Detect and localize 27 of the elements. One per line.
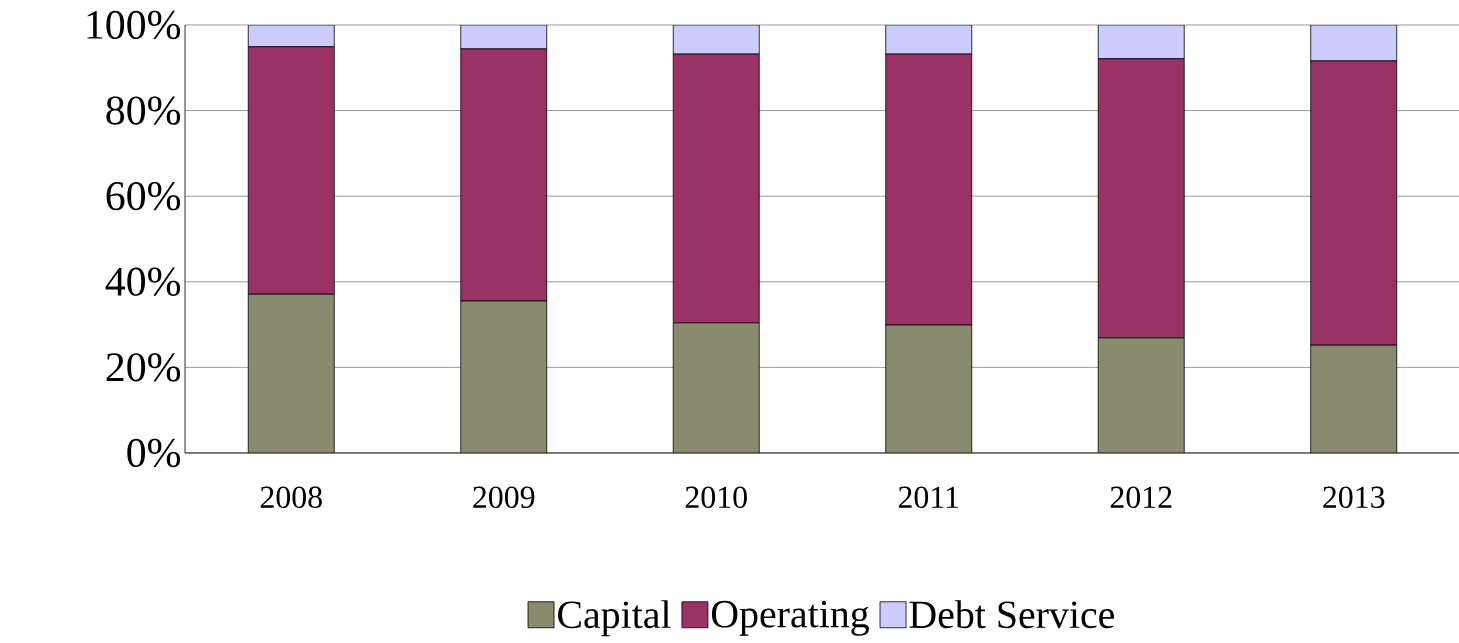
bar [460, 301, 547, 453]
legend-label: Debt Service [909, 600, 1114, 629]
x-tick-label: 2010 [685, 486, 747, 509]
y-tick-label: 40% [105, 267, 181, 296]
bar [672, 24, 760, 55]
x-tick-label: 2013 [1323, 486, 1385, 509]
x-tick-label: 2012 [1110, 486, 1172, 509]
y-tick-label: 100% [87, 10, 181, 40]
x-tick-label: 2008 [260, 486, 322, 509]
y-tick-label: 60% [106, 182, 181, 211]
bar [673, 322, 760, 453]
y-tick-label: 80% [106, 96, 181, 125]
y-tick-label: 0% [127, 438, 181, 468]
bar [1310, 344, 1398, 453]
bar [460, 24, 548, 50]
bar [248, 294, 335, 453]
bar [885, 24, 973, 55]
bar [1097, 24, 1185, 60]
x-tick-label: 2011 [898, 486, 959, 509]
legend-label: Capital [558, 600, 671, 637]
legend-label: Operating [711, 600, 869, 636]
bar [247, 24, 335, 48]
bar [885, 325, 972, 453]
bar [1098, 337, 1185, 453]
bar [1310, 24, 1398, 62]
x-tick-label: 2009 [473, 486, 535, 509]
y-tick-label: 20% [106, 353, 181, 382]
